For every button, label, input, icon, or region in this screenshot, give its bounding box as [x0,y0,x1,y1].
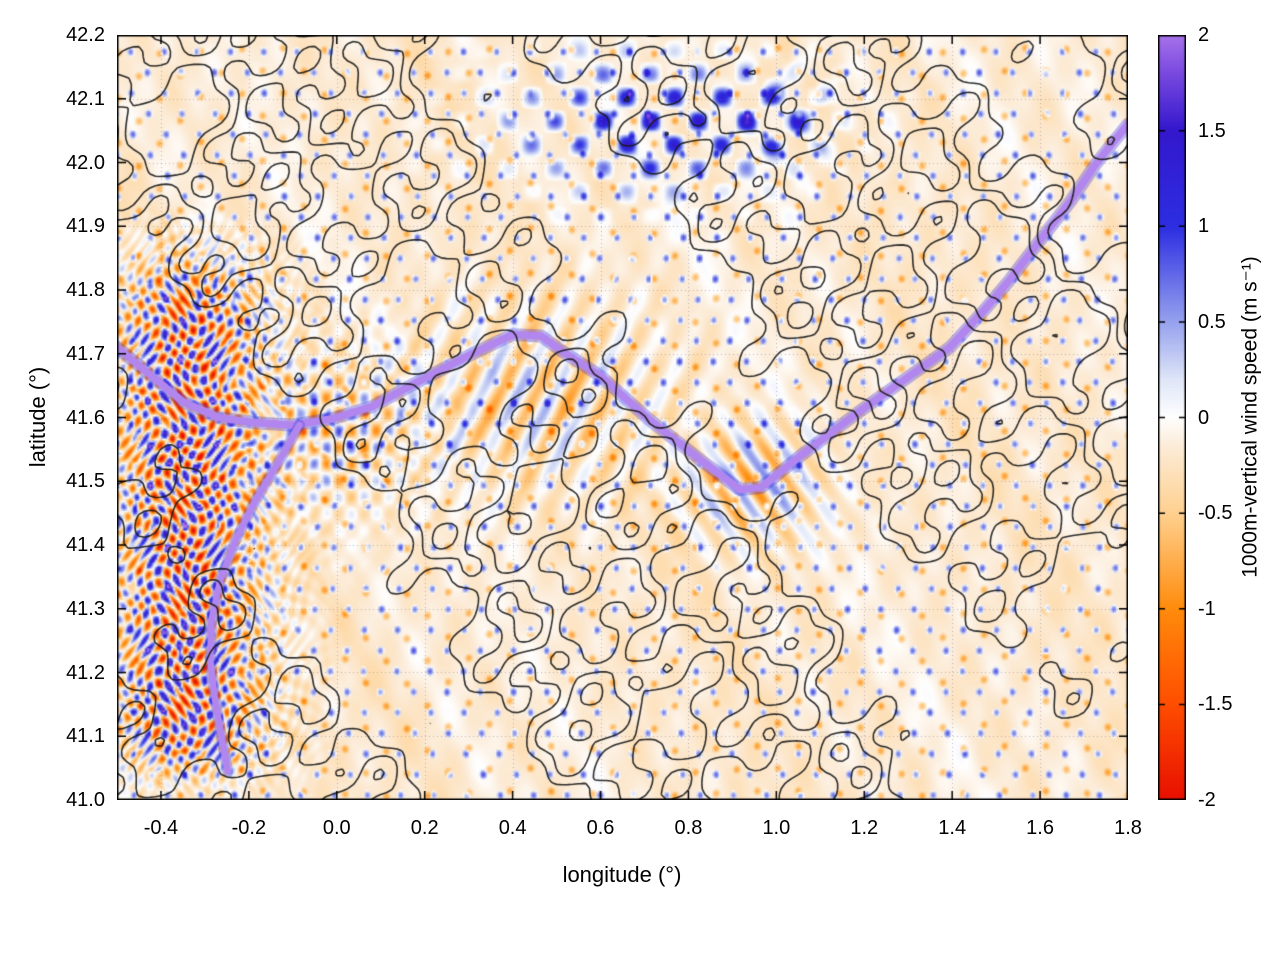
y-tick-label: 41.1 [66,725,105,748]
x-tick-label: -0.4 [143,817,179,839]
y-tick-label: 41.7 [66,342,105,365]
y-tick-label: 42.2 [66,24,105,46]
y-tick-label: 42.0 [66,151,105,174]
x-tick-label: 0.4 [498,817,527,839]
colorbar-tick-label: -1 [1198,597,1216,620]
x-tick-label: -0.2 [231,817,267,839]
colorbar-tick-label: -0.5 [1198,502,1233,525]
x-tick-label: 0.6 [586,817,615,839]
y-tick-label: 41.0 [66,789,105,811]
heatmap-plot [117,35,1128,800]
x-tick-label: 0.0 [322,817,351,839]
x-tick-label: 1.4 [938,817,967,839]
colorbar-label: 1000m-vertical wind speed (m s⁻¹) [1238,256,1262,578]
x-tick-label: 0.2 [410,817,439,839]
x-tick-label: 1.6 [1026,817,1054,839]
x-tick-label: 0.8 [674,817,703,839]
y-tick-label: 41.8 [66,279,105,301]
x-tick-label: 1.2 [850,817,879,839]
colorbar-tick-label: 0.5 [1198,310,1226,333]
y-tick-label: 41.2 [66,661,105,684]
y-tick-label: 41.4 [66,534,105,556]
x-tick-label: 1.0 [762,817,791,839]
colorbar-tick-label: -1.5 [1198,693,1233,716]
colorbar-tick-label: 2 [1198,24,1210,46]
x-tick-label: 1.8 [1114,817,1142,839]
y-tick-label: 42.1 [66,87,105,110]
y-tick-label: 41.9 [66,215,105,238]
y-tick-label: 41.5 [66,470,105,493]
x-axis-label: longitude (°) [562,862,682,887]
colorbar-tick-label: 1 [1198,215,1210,238]
y-tick-label: 41.6 [66,406,105,429]
colorbar [1158,35,1186,800]
colorbar-tick-label: 1.5 [1198,119,1226,142]
colorbar-tick-label: 0 [1198,406,1210,429]
y-tick-label: 41.3 [66,597,105,620]
colorbar-tick-label: -2 [1198,789,1216,811]
